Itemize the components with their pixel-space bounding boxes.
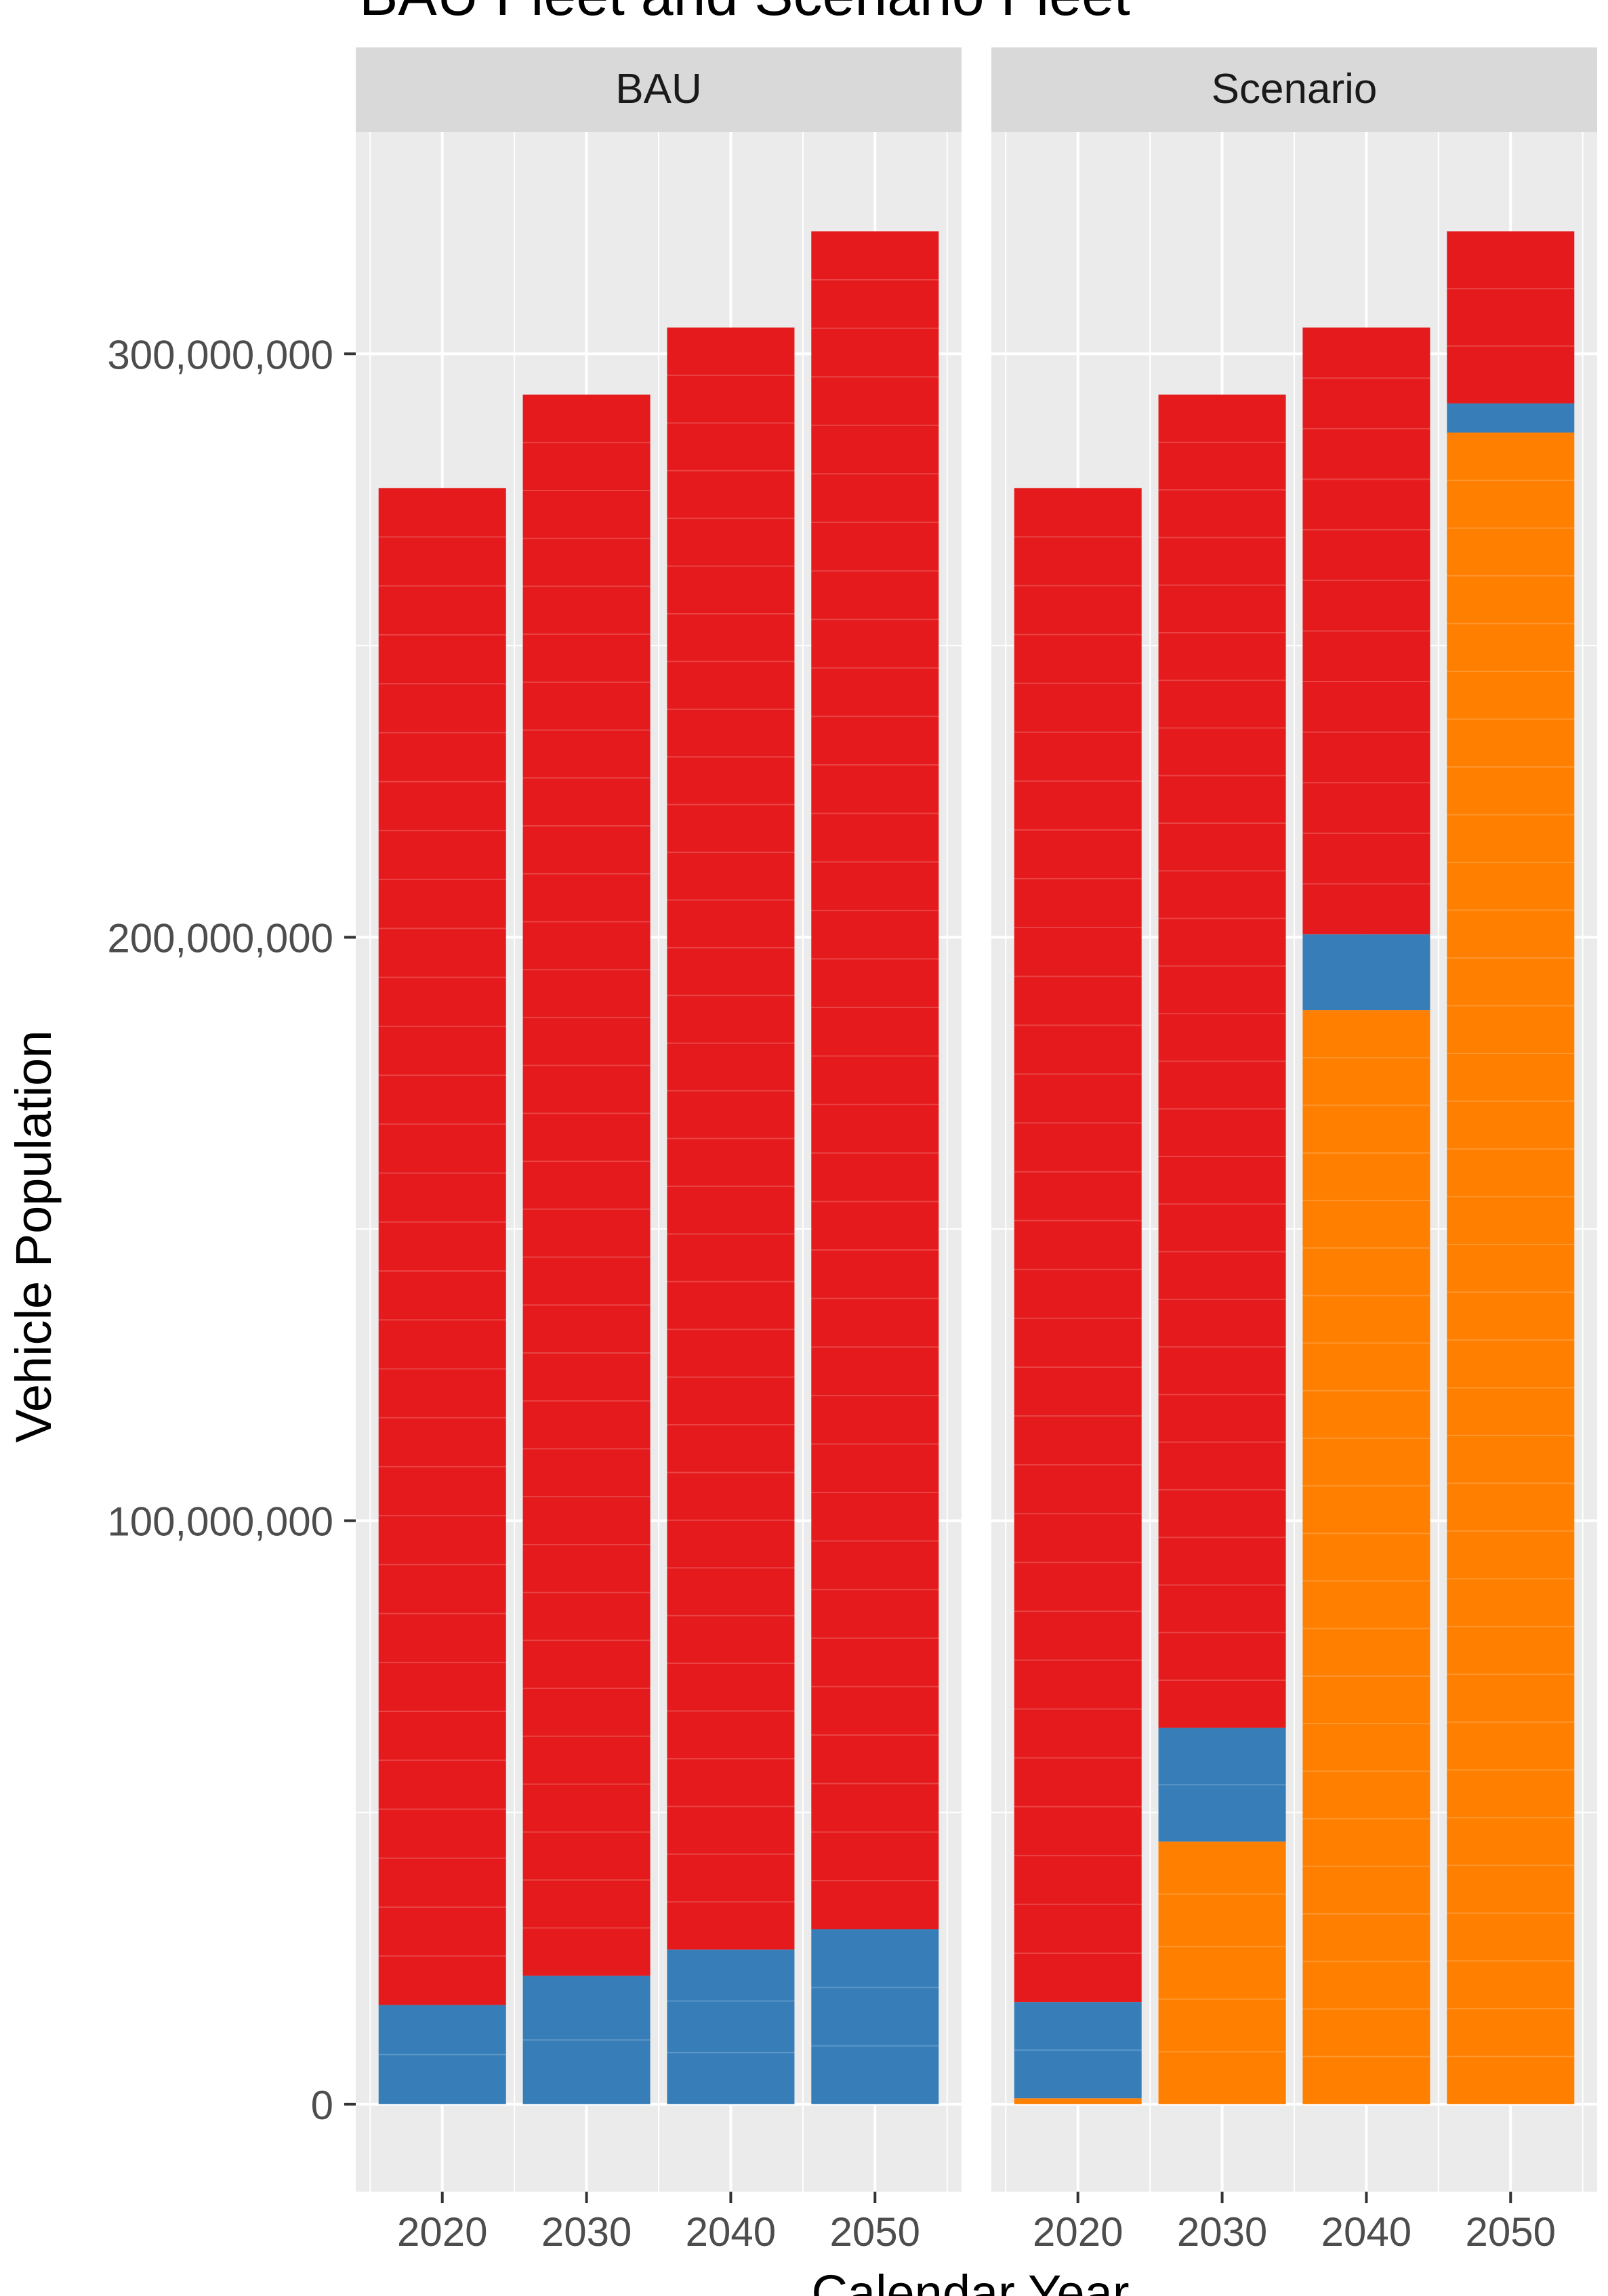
chart-title: BAU Fleet and Scenario Fleet xyxy=(359,0,1130,28)
bar-segment xyxy=(1158,1841,1286,2104)
bar-segment xyxy=(1447,432,1575,2104)
bar-segment xyxy=(1158,1728,1286,1842)
bar-segment xyxy=(1014,2002,1142,2099)
bar-segment xyxy=(378,488,506,2005)
x-tick-label: 2020 xyxy=(397,2209,487,2255)
y-tick-label: 0 xyxy=(311,2083,333,2128)
bar-segment xyxy=(811,231,939,1929)
bar-segment xyxy=(1302,934,1430,1011)
y-tick-label: 200,000,000 xyxy=(107,915,333,961)
bar-segment xyxy=(1447,231,1575,404)
facet-bau: BAU 2020 2030 2040 2050 xyxy=(356,47,962,2255)
bar-segment xyxy=(522,1976,651,2104)
x-tick-label: 2040 xyxy=(686,2209,776,2255)
bar-segment xyxy=(378,2005,506,2104)
bar-segment xyxy=(1447,403,1575,433)
bar-segment xyxy=(1158,394,1286,1728)
x-tick-label: 2020 xyxy=(1033,2209,1123,2255)
y-tick-label: 300,000,000 xyxy=(107,332,333,377)
bar-segment xyxy=(667,1949,795,2104)
x-axis-label: Calendar Year xyxy=(811,2265,1129,2296)
y-axis: 0 100,000,000 200,000,000 300,000,000 xyxy=(107,332,356,2128)
x-tick-label: 2030 xyxy=(1177,2209,1267,2255)
bar-segment xyxy=(1302,327,1430,935)
x-tick-label: 2040 xyxy=(1321,2209,1411,2255)
facet-strip-label: BAU xyxy=(615,66,701,112)
y-axis-label: Vehicle Population xyxy=(5,1030,62,1443)
bar-segment xyxy=(522,394,651,1976)
x-tick-label: 2050 xyxy=(1466,2209,1556,2255)
facet-strip-label: Scenario xyxy=(1212,66,1378,112)
x-tick-label: 2030 xyxy=(541,2209,632,2255)
bar-segment xyxy=(811,1929,939,2104)
bar-segment xyxy=(1014,488,1142,2003)
x-tick-label: 2050 xyxy=(830,2209,920,2255)
y-tick-label: 100,000,000 xyxy=(107,1499,333,1545)
facet-strip xyxy=(356,47,962,132)
bar-segment xyxy=(1014,2098,1142,2104)
facet-scenario: Scenario 2020 2030 2040 2050 xyxy=(991,47,1597,2255)
facet-strip xyxy=(991,47,1597,132)
bar-segment xyxy=(1302,1010,1430,2104)
bar-segment xyxy=(667,327,795,1950)
